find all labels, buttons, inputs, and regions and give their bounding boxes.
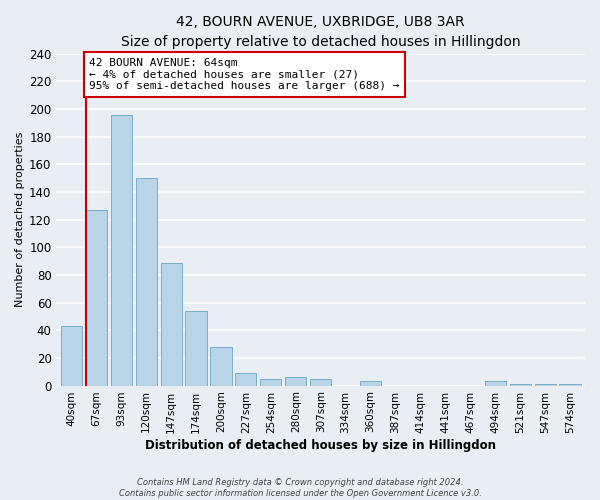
Bar xyxy=(185,311,206,386)
Bar xyxy=(110,114,132,386)
X-axis label: Distribution of detached houses by size in Hillingdon: Distribution of detached houses by size … xyxy=(145,440,496,452)
Bar xyxy=(559,384,581,386)
Bar xyxy=(86,210,107,386)
Text: 42 BOURN AVENUE: 64sqm
← 4% of detached houses are smaller (27)
95% of semi-deta: 42 BOURN AVENUE: 64sqm ← 4% of detached … xyxy=(89,58,400,91)
Title: 42, BOURN AVENUE, UXBRIDGE, UB8 3AR
Size of property relative to detached houses: 42, BOURN AVENUE, UXBRIDGE, UB8 3AR Size… xyxy=(121,15,521,48)
Bar xyxy=(260,378,281,386)
Bar xyxy=(211,347,232,386)
Y-axis label: Number of detached properties: Number of detached properties xyxy=(15,132,25,308)
Bar xyxy=(485,382,506,386)
Bar xyxy=(61,326,82,386)
Bar xyxy=(360,382,381,386)
Bar xyxy=(310,378,331,386)
Text: Contains HM Land Registry data © Crown copyright and database right 2024.
Contai: Contains HM Land Registry data © Crown c… xyxy=(119,478,481,498)
Bar xyxy=(509,384,531,386)
Bar xyxy=(235,373,256,386)
Bar xyxy=(161,262,182,386)
Bar xyxy=(136,178,157,386)
Bar xyxy=(285,378,307,386)
Bar xyxy=(535,384,556,386)
